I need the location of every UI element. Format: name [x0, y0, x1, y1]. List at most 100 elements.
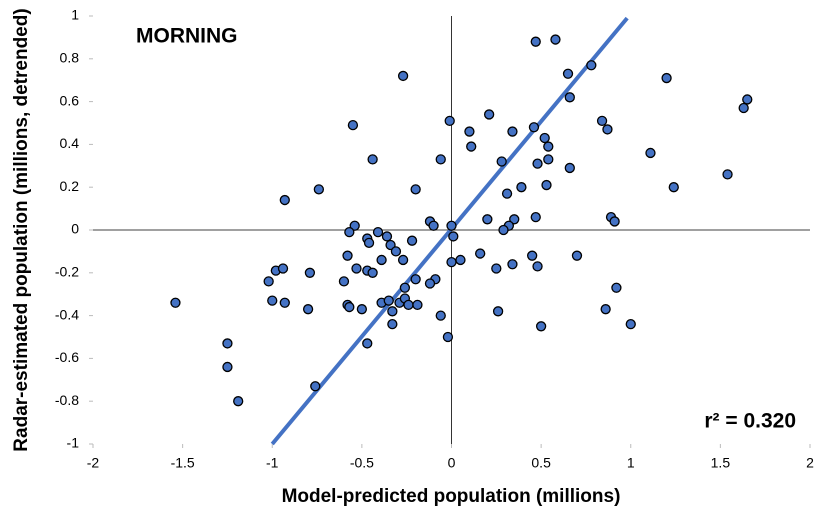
point	[338, 276, 350, 287]
y-tick-label: -1	[67, 435, 80, 451]
point	[387, 306, 398, 317]
point	[344, 301, 355, 313]
point	[263, 276, 274, 287]
point	[742, 94, 753, 105]
y-tick-label: -0.8	[55, 392, 79, 408]
point	[611, 282, 622, 293]
point	[406, 235, 418, 246]
point	[464, 126, 475, 137]
point	[564, 92, 575, 103]
point	[383, 295, 394, 306]
point	[738, 102, 749, 114]
point	[367, 154, 378, 165]
point	[267, 295, 278, 306]
y-tick-label: -0.2	[55, 264, 79, 280]
point	[397, 254, 409, 266]
r-squared-annotation: r² = 0.320	[704, 410, 796, 433]
point	[347, 119, 359, 131]
point	[412, 299, 423, 311]
point	[351, 263, 362, 274]
point	[483, 109, 495, 120]
point	[356, 304, 368, 315]
point	[509, 214, 520, 225]
point	[466, 141, 477, 152]
point	[424, 278, 436, 289]
x-axis-title: Model-predicted population (millions)	[282, 486, 621, 507]
trend-line	[270, 16, 629, 446]
point	[442, 331, 454, 343]
point	[277, 263, 289, 274]
point	[381, 231, 393, 242]
point	[507, 259, 518, 270]
point	[600, 304, 611, 315]
point	[645, 147, 656, 159]
point	[455, 254, 466, 266]
point	[446, 256, 457, 268]
point	[543, 154, 554, 165]
point	[435, 154, 446, 165]
point	[528, 122, 540, 133]
x-tick-label: 1.5	[711, 455, 731, 471]
point	[562, 68, 574, 79]
point	[448, 231, 459, 242]
point	[661, 72, 672, 84]
point	[541, 179, 552, 191]
point	[428, 220, 439, 231]
point	[550, 34, 561, 45]
y-tick-label: 0.4	[60, 135, 80, 151]
point	[475, 248, 486, 259]
y-tick-label: -0.4	[55, 306, 79, 322]
point	[222, 361, 233, 373]
point	[491, 263, 502, 274]
point	[564, 162, 575, 174]
point	[233, 396, 244, 407]
point	[397, 70, 409, 82]
point	[342, 250, 353, 261]
y-tick-label: 0.8	[60, 50, 80, 66]
point	[222, 338, 233, 349]
point	[279, 297, 290, 308]
point	[532, 261, 543, 272]
point	[344, 226, 355, 238]
point	[539, 132, 550, 144]
y-tick-label: 0.2	[60, 178, 80, 194]
point	[507, 126, 518, 137]
point	[668, 182, 679, 193]
y-tick-label: 0	[71, 221, 79, 237]
point	[532, 158, 543, 169]
x-tick-label: -2	[87, 455, 100, 471]
point	[609, 216, 620, 227]
point	[596, 115, 608, 127]
y-tick-label: -0.6	[55, 349, 79, 365]
point	[444, 115, 455, 127]
point	[170, 297, 181, 308]
point	[363, 237, 375, 248]
point	[362, 338, 373, 349]
x-tick-label: 0	[448, 455, 456, 471]
point	[571, 250, 583, 261]
point	[530, 212, 541, 223]
point	[625, 319, 636, 330]
x-tick-label: -1	[266, 455, 279, 471]
point	[302, 304, 314, 315]
x-tick-label: 0.5	[531, 455, 551, 471]
point	[492, 306, 504, 317]
point	[310, 381, 321, 392]
point	[586, 60, 597, 71]
y-tick-label: 0.6	[60, 92, 80, 108]
point	[535, 321, 547, 332]
point	[403, 299, 414, 311]
point	[376, 254, 387, 266]
point	[390, 246, 402, 257]
point	[496, 156, 507, 167]
point	[435, 310, 446, 321]
point	[527, 250, 538, 261]
point	[501, 188, 513, 199]
x-tick-label: 2	[806, 455, 814, 471]
y-tick-label: 1	[71, 7, 79, 23]
x-tick-label: -0.5	[350, 455, 374, 471]
point	[530, 36, 541, 47]
point	[279, 194, 290, 206]
